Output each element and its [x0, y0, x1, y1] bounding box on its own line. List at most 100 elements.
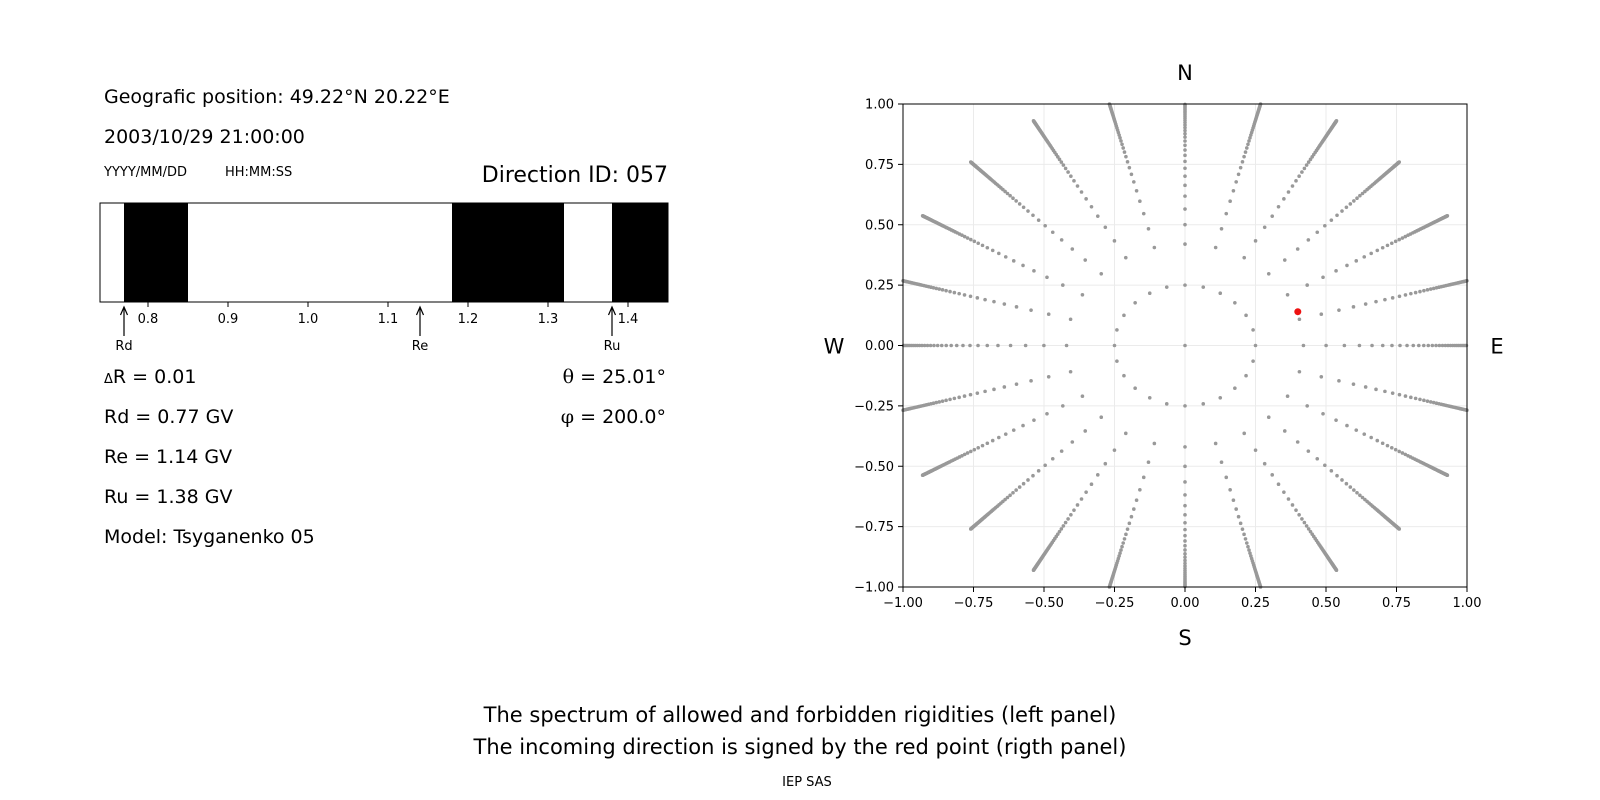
- direction-point: [1422, 398, 1426, 403]
- direction-point: [1132, 180, 1136, 184]
- direction-point: [1351, 305, 1356, 309]
- direction-point: [1059, 449, 1064, 453]
- direction-point: [1400, 451, 1405, 455]
- direction-point: [1445, 473, 1450, 478]
- direction-point: [1262, 461, 1267, 466]
- direction-point: [1306, 160, 1311, 164]
- direction-point: [1228, 199, 1232, 204]
- direction-point: [934, 286, 939, 291]
- direction-point: [1121, 146, 1126, 150]
- direction-point: [1285, 292, 1290, 297]
- direction-point: [1290, 184, 1295, 188]
- direction-point: [1344, 481, 1349, 486]
- direction-point: [1141, 475, 1146, 480]
- direction-point: [1253, 343, 1258, 348]
- direction-point: [1146, 460, 1151, 465]
- direction-id: Direction ID: 057: [481, 163, 668, 188]
- direction-point: [969, 237, 973, 242]
- forbidden-band: [452, 203, 564, 302]
- direction-point: [980, 243, 985, 248]
- direction-point: [1183, 148, 1187, 152]
- direction-point: [1026, 209, 1030, 213]
- direction-point: [1329, 469, 1334, 473]
- direction-point: [957, 395, 961, 400]
- direction-point: [1046, 374, 1051, 379]
- direction-point: [1231, 498, 1236, 503]
- direction-point: [985, 245, 990, 250]
- direction-point: [1118, 136, 1122, 140]
- direction-point: [1369, 251, 1373, 256]
- direction-point: [1112, 343, 1117, 348]
- spectrum-tick-label: 1.4: [618, 312, 639, 327]
- direction-point: [1183, 539, 1187, 543]
- direction-point: [1236, 514, 1241, 519]
- direction-point: [1403, 452, 1408, 457]
- direction-point: [944, 343, 949, 348]
- direction-point: [1201, 402, 1206, 406]
- direction-point: [1430, 343, 1435, 348]
- direction-point: [1262, 225, 1267, 230]
- direction-point: [968, 392, 973, 397]
- direction-point: [1002, 385, 1007, 389]
- direction-point: [1234, 180, 1238, 184]
- direction-point: [1213, 441, 1218, 446]
- direction-point: [1351, 382, 1356, 386]
- direction-point: [1242, 154, 1246, 159]
- direction-point: [1403, 293, 1408, 297]
- direction-chart: −1.00 −0.75 −0.50 −0.25 0.00 0.25 0.50 0.75 1.00…: [824, 61, 1504, 650]
- direction-point: [1072, 179, 1076, 183]
- direction-point: [1080, 394, 1085, 399]
- direction-point: [1348, 202, 1353, 206]
- direction-point: [1021, 423, 1025, 428]
- direction-point: [1374, 387, 1378, 392]
- direction-point: [1121, 541, 1126, 545]
- direction-point: [1304, 163, 1309, 167]
- direction-point: [1340, 478, 1344, 482]
- spectrum-tick-label: 1.1: [378, 312, 399, 327]
- spectrum-tick-label: 1.2: [458, 312, 479, 327]
- y-tick-label: 0.50: [865, 218, 894, 233]
- direction-point: [1397, 160, 1402, 164]
- direction-point: [1397, 449, 1401, 454]
- direction-point: [1393, 447, 1398, 452]
- direction-point: [937, 400, 942, 404]
- direction-point: [1141, 211, 1146, 216]
- direction-point: [1219, 226, 1224, 231]
- direction-point: [1119, 548, 1123, 552]
- direction-point: [1118, 551, 1122, 555]
- direction-point: [1099, 415, 1104, 420]
- spectrum-frame: [99, 202, 669, 303]
- direction-point: [1297, 512, 1301, 517]
- direction-point: [954, 343, 959, 348]
- direction-point: [1337, 308, 1341, 312]
- direction-point: [997, 435, 1001, 440]
- direction-point: [1011, 491, 1015, 495]
- direction-point: [1164, 402, 1169, 406]
- direction-point: [1425, 288, 1430, 292]
- direction-point: [1083, 429, 1088, 433]
- direction-point: [1422, 288, 1426, 293]
- direction-point: [1253, 448, 1258, 452]
- y-tick-label: 1.00: [865, 98, 894, 113]
- direction-point: [957, 291, 961, 296]
- direction-point: [1023, 343, 1028, 348]
- direction-point: [1127, 521, 1132, 526]
- x-tick-label: 1.00: [1453, 596, 1482, 611]
- direction-point: [1183, 548, 1187, 552]
- y-tick-label: −1.00: [854, 581, 894, 596]
- direction-point: [1183, 222, 1187, 227]
- y-tick-label: −0.25: [854, 399, 894, 414]
- direction-point: [1003, 255, 1008, 259]
- direction-point: [1183, 464, 1187, 469]
- direction-point: [1234, 507, 1238, 511]
- param-ru: Ru = 1.38 GV: [104, 486, 233, 508]
- direction-point: [1021, 205, 1026, 210]
- direction-point: [940, 399, 945, 403]
- direction-point: [1061, 163, 1066, 167]
- direction-point: [1380, 245, 1385, 250]
- direction-point: [1017, 202, 1022, 206]
- direction-point: [1063, 166, 1068, 171]
- direction-point: [1002, 302, 1007, 306]
- marker-arrow-head: [415, 305, 425, 316]
- direction-point: [1323, 223, 1327, 228]
